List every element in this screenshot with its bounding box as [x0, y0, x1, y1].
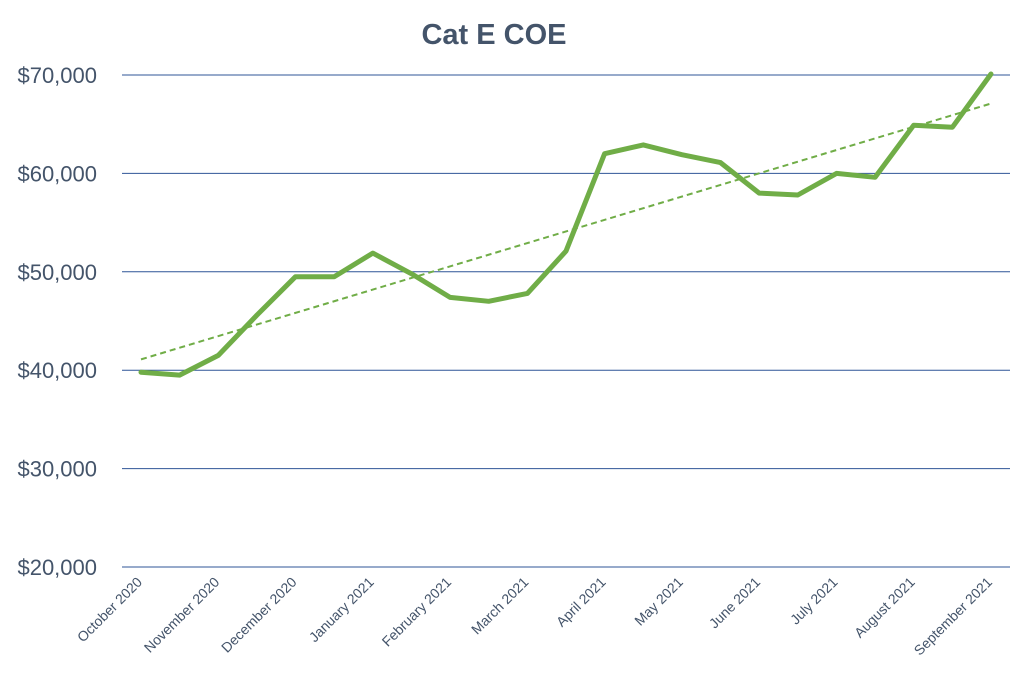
trendline — [140, 102, 992, 361]
y-tick-label: $20,000 — [17, 555, 97, 580]
x-tick-label: July 2021 — [787, 574, 841, 628]
x-tick-label: February 2021 — [379, 574, 455, 650]
y-tick-label: $70,000 — [17, 63, 97, 88]
x-tick-label: October 2020 — [74, 574, 145, 645]
x-tick-label: April 2021 — [553, 574, 609, 630]
x-tick-label: March 2021 — [468, 574, 532, 638]
chart-title: Cat E COE — [421, 19, 566, 51]
y-tick-label: $30,000 — [17, 457, 97, 482]
x-tick-label: May 2021 — [631, 574, 686, 629]
x-tick-label: August 2021 — [851, 574, 918, 641]
x-tick-label: September 2021 — [911, 574, 996, 659]
y-axis-tick-labels: $20,000 $30,000 $40,000 $50,000 $60,000 $70,0… — [17, 63, 97, 580]
y-tick-label: $60,000 — [17, 161, 97, 186]
series-line — [138, 71, 994, 378]
x-tick-label: December 2020 — [218, 574, 300, 656]
series-group — [138, 71, 994, 378]
y-tick-label: $40,000 — [17, 358, 97, 383]
x-tick-label: June 2021 — [706, 574, 764, 632]
gridlines — [122, 74, 1010, 568]
trendline-group — [140, 102, 992, 361]
x-tick-label: January 2021 — [306, 574, 377, 645]
y-tick-label: $50,000 — [17, 260, 97, 285]
x-tick-label: November 2020 — [141, 574, 223, 656]
